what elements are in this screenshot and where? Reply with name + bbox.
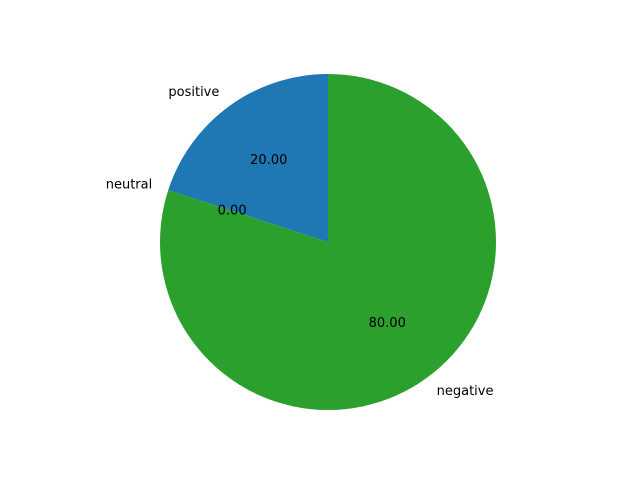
value-label-negative: 80.00 <box>369 316 406 331</box>
category-label-positive: positive <box>168 85 219 100</box>
category-label-negative: negative <box>437 384 494 399</box>
value-label-neutral: 0.00 <box>218 203 247 218</box>
category-label-neutral: neutral <box>106 177 153 192</box>
pie-slice-positive <box>168 74 328 242</box>
pie-slices <box>160 74 496 411</box>
pie-labels: positive 20.00 neutral 0.00 negative 80.00 <box>106 85 494 399</box>
value-label-positive: 20.00 <box>250 153 287 168</box>
pie-slice-negative <box>160 74 496 411</box>
